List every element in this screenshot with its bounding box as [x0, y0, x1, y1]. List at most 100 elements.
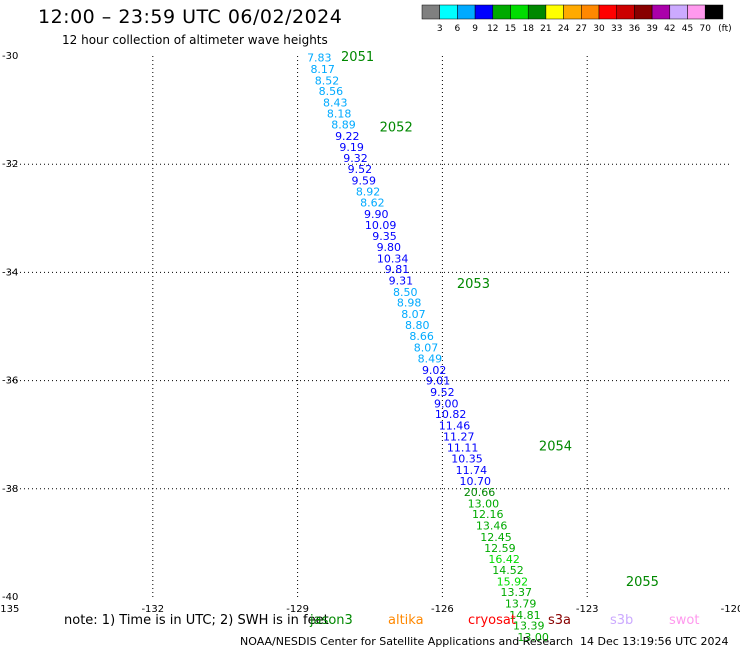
footer-credit: NOAA/NESDIS Center for Satellite Applica… — [240, 635, 574, 648]
scale-label: 39 — [646, 24, 658, 34]
data-point-jason3: 9.22 — [335, 130, 360, 143]
data-point-jason3: 8.52 — [315, 74, 340, 87]
data-point-jason3: 14.81 — [509, 609, 541, 622]
y-tick-label: -36 — [2, 376, 18, 387]
scale-label: 27 — [576, 24, 587, 34]
data-point-jason3: 11.27 — [443, 430, 475, 443]
data-point-jason3: 9.00 — [434, 397, 459, 410]
data-point-jason3: 9.81 — [385, 263, 410, 276]
data-point-jason3: 10.09 — [365, 219, 397, 232]
data-point-jason3: 13.00 — [517, 631, 549, 644]
data-point-jason3: 14.52 — [492, 564, 524, 577]
page-subtitle: 12 hour collection of altimeter wave hei… — [62, 33, 328, 47]
legend-altika: altika — [388, 613, 424, 628]
data-point-jason3: 10.35 — [451, 453, 483, 466]
scale-label: 42 — [664, 24, 675, 34]
data-point-jason3: 8.98 — [397, 297, 422, 310]
data-point-jason3: 8.62 — [360, 197, 385, 210]
scale-swatch — [704, 4, 724, 20]
scale-label: 12 — [487, 24, 498, 34]
data-point-jason3: 9.31 — [389, 275, 414, 288]
data-point-jason3: 8.89 — [331, 119, 356, 132]
data-point-jason3: 9.80 — [377, 241, 402, 254]
units-note: note: 1) Time is in UTC; 2) SWH is in fe… — [64, 613, 329, 628]
data-point-jason3: 11.46 — [439, 420, 471, 433]
data-point-jason3: 8.07 — [401, 308, 426, 321]
data-point-jason3: 7.83 — [307, 52, 332, 65]
data-point-jason3: 9.35 — [372, 230, 397, 243]
data-point-jason3: 20.66 — [464, 486, 496, 499]
data-point-jason3: 10.82 — [435, 408, 467, 421]
legend-cryosat: cryosat — [468, 613, 516, 628]
data-point-jason3: 13.39 — [513, 620, 545, 633]
x-tick-label: -126 — [431, 604, 454, 615]
data-point-jason3: 9.90 — [364, 208, 389, 221]
data-point-jason3: 16.42 — [488, 553, 520, 566]
y-tick-label: -38 — [2, 484, 18, 495]
data-point-jason3: 13.37 — [500, 586, 532, 599]
scale-label: 15 — [505, 24, 516, 34]
scale-label: 30 — [593, 24, 605, 34]
scale-label: 45 — [682, 24, 693, 34]
y-tick-label: -34 — [2, 267, 18, 278]
data-point-jason3: 12.16 — [472, 508, 504, 521]
time-label: 2053 — [457, 277, 490, 292]
data-point-jason3: 8.56 — [319, 85, 344, 98]
scale-label: 70 — [699, 24, 711, 34]
x-tick-label: -120 — [721, 604, 740, 615]
scale-label: 36 — [629, 24, 641, 34]
data-point-jason3: 9.32 — [343, 152, 368, 165]
scale-label: 3 — [437, 24, 443, 34]
legend-s3a: s3a — [548, 613, 572, 628]
data-point-jason3: 10.34 — [377, 252, 409, 265]
page-title: 12:00 – 23:59 UTC 06/02/2024 — [38, 6, 343, 28]
data-point-jason3: 9.52 — [430, 386, 455, 399]
scale-unit: (ft) — [718, 24, 732, 34]
data-point-jason3: 12.45 — [480, 531, 512, 544]
data-point-jason3: 9.59 — [351, 174, 376, 187]
data-point-jason3: 8.43 — [323, 97, 348, 110]
color-scale: 3 6 9 12 15 18 21 24 27 30 33 36 39 42 45 70 (ft) — [421, 4, 732, 34]
data-point-jason3: 11.11 — [447, 442, 479, 455]
data-point-jason3: 12.59 — [484, 542, 516, 555]
y-tick-label: -30 — [2, 51, 18, 62]
data-point-jason3: 9.19 — [339, 141, 364, 154]
scale-label: 24 — [558, 24, 570, 34]
scale-label: 18 — [522, 24, 534, 34]
data-point-jason3: 8.92 — [356, 185, 381, 198]
data-point-jason3: 8.50 — [393, 286, 418, 299]
footer-timestamp: 14 Dec 13:19:56 UTC 2024 — [580, 635, 729, 648]
data-point-jason3: 13.79 — [505, 597, 537, 610]
data-point-jason3: 8.18 — [327, 107, 352, 120]
data-point-jason3: 9.01 — [426, 375, 451, 388]
data-point-jason3: 8.66 — [409, 330, 434, 343]
time-label: 2051 — [341, 50, 374, 65]
plot-area — [8, 56, 732, 597]
data-point-jason3: 8.80 — [405, 319, 430, 332]
scale-label: 33 — [611, 24, 622, 34]
x-tick-label: -135 — [0, 604, 19, 615]
y-tick-label: -32 — [2, 159, 18, 170]
time-label: 2054 — [539, 440, 572, 455]
data-point-jason3: 13.00 — [468, 497, 500, 510]
data-point-jason3: 8.49 — [418, 352, 443, 365]
data-point-jason3: 9.02 — [422, 364, 447, 377]
scale-label: 21 — [540, 24, 551, 34]
data-point-jason3: 10.70 — [459, 475, 491, 488]
scale-label: 9 — [472, 24, 478, 34]
legend-s3b: s3b — [610, 613, 634, 628]
x-tick-label: -132 — [141, 604, 164, 615]
time-label: 2052 — [380, 120, 413, 135]
x-tick-label: -123 — [576, 604, 599, 615]
legend-swot: swot — [669, 613, 700, 628]
scale-label: 6 — [455, 24, 461, 34]
y-tick-label: -40 — [2, 592, 18, 603]
data-point-jason3: 11.74 — [456, 464, 488, 477]
data-point-jason3: 13.46 — [476, 520, 508, 533]
data-point-jason3: 8.07 — [414, 342, 439, 355]
data-point-jason3: 15.92 — [497, 575, 529, 588]
time-label: 2055 — [626, 575, 659, 590]
legend-jason3: jason3 — [310, 613, 353, 628]
data-point-jason3: 8.17 — [310, 63, 335, 76]
